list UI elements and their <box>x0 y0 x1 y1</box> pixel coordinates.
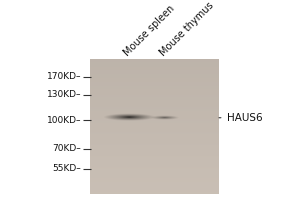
Text: Mouse thymus: Mouse thymus <box>158 0 215 58</box>
Text: 55KD–: 55KD– <box>52 164 81 173</box>
Text: 170KD–: 170KD– <box>46 72 81 81</box>
Text: 70KD–: 70KD– <box>52 144 81 153</box>
Text: 100KD–: 100KD– <box>46 116 81 125</box>
Text: Mouse spleen: Mouse spleen <box>122 3 176 58</box>
Text: 130KD–: 130KD– <box>46 90 81 99</box>
Text: HAUS6: HAUS6 <box>219 113 262 123</box>
